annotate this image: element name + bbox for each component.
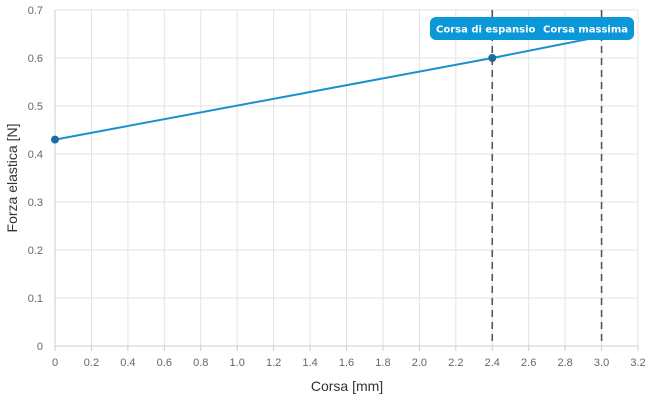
badge-background [430, 17, 634, 40]
x-tick-label: 3.2 [630, 357, 645, 369]
x-tick-label: 0.8 [193, 357, 208, 369]
x-tick-label: 2.2 [448, 357, 463, 369]
x-tick-label: 1.4 [302, 357, 317, 369]
axes [54, 10, 639, 351]
x-tick-label: 2.6 [521, 357, 536, 369]
y-tick-label: 0.4 [28, 149, 43, 161]
x-tick-label: 2.8 [557, 357, 572, 369]
x-tick-label: 0.6 [157, 357, 172, 369]
y-tick-label: 0 [37, 341, 43, 353]
tick-labels: 0 0.2 0.4 0.6 0.8 1.0 1.2 1.4 1.6 1.8 2.0 2.2 2.4 2.6… [28, 5, 646, 369]
x-tick-label: 1.0 [230, 357, 245, 369]
x-tick-label: 2.0 [412, 357, 427, 369]
reference-lines [491, 10, 603, 346]
y-tick-label: 0.2 [28, 245, 43, 257]
x-tick-label: 3.0 [594, 357, 609, 369]
reference-label-expansion: Corsa di espansio [436, 25, 536, 36]
y-tick-label: 0.1 [28, 293, 43, 305]
reference-label-badge: Corsa di espansio Corsa massima [430, 17, 634, 40]
reference-label-max: Corsa massima [543, 25, 628, 36]
x-tick-label: 2.4 [485, 357, 500, 369]
series [51, 35, 602, 144]
data-point [51, 135, 59, 144]
x-tick-label: 1.6 [339, 357, 354, 369]
x-tick-label: 0 [52, 357, 58, 369]
x-tick-label: 1.2 [266, 357, 281, 369]
y-tick-label: 0.7 [28, 5, 43, 17]
y-axis-title: Forza elastica [N] [4, 124, 20, 233]
x-axis-title: Corsa [mm] [311, 378, 383, 394]
x-tick-label: 1.8 [375, 357, 390, 369]
y-tick-label: 0.5 [28, 101, 43, 113]
series-line [54, 35, 602, 141]
y-tick-label: 0.3 [28, 197, 43, 209]
x-tick-label: 0.4 [120, 357, 135, 369]
y-tick-label: 0.6 [28, 53, 43, 65]
x-tick-label: 0.2 [84, 357, 99, 369]
grid [54, 9, 639, 347]
